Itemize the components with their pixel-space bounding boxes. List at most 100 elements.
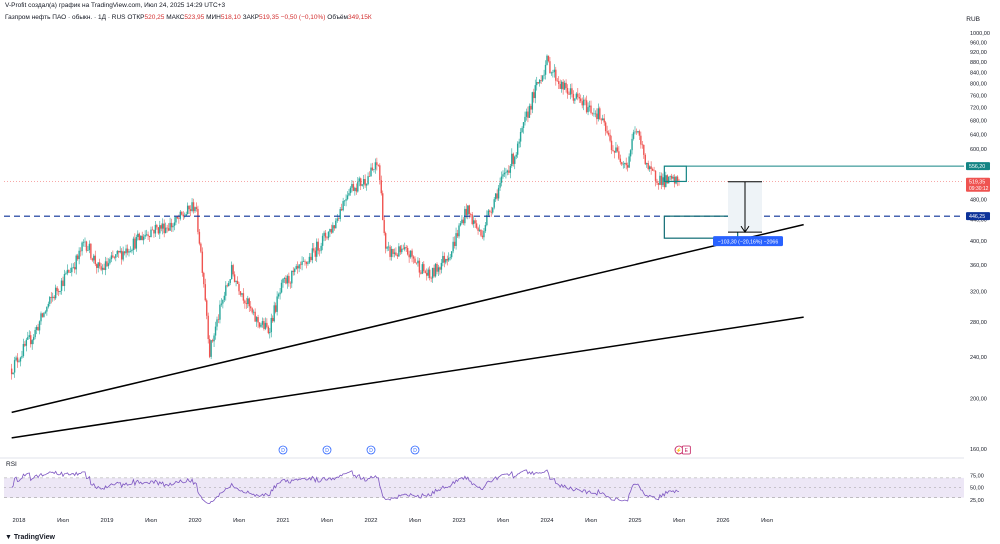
candle-body <box>475 223 478 228</box>
candle-body <box>474 220 476 224</box>
candle-body <box>30 335 32 345</box>
close-label: ЗАКР <box>242 14 259 21</box>
candle-body <box>581 101 583 106</box>
candle-body <box>21 356 23 358</box>
price-tick-label: 920,00 <box>970 50 987 56</box>
candle-body <box>292 270 294 272</box>
time-tick-label: Июл <box>409 518 421 524</box>
candle-body <box>552 72 554 73</box>
candle-body <box>582 99 585 106</box>
candle-body <box>318 250 321 252</box>
price-tick-label: 960,00 <box>970 40 987 46</box>
candle-body <box>88 243 91 251</box>
rsi-tick-label: 50,00 <box>970 486 984 492</box>
symbol-name[interactable]: Газпром нефть ПАО · обыкн. · 1Д · RUS <box>5 14 126 21</box>
candle-body <box>607 132 610 135</box>
candle-body <box>162 223 164 229</box>
time-tick-label: 2026 <box>717 518 730 524</box>
tradingview-logo-icon: ▼ <box>5 534 12 541</box>
candle-body <box>120 250 123 260</box>
candle-body <box>150 229 152 238</box>
candle-body <box>396 254 399 257</box>
candle-body <box>134 238 136 249</box>
candle-body <box>563 82 566 90</box>
candle-body <box>376 162 378 166</box>
candle-body <box>79 250 82 252</box>
candle-body <box>361 184 363 186</box>
price-tick-label: 840,00 <box>970 71 987 77</box>
event-marker-label: D <box>369 448 373 454</box>
candle-body <box>66 269 69 274</box>
candle-body <box>577 93 579 97</box>
candle-body <box>112 255 114 258</box>
candle-body <box>428 269 431 278</box>
candle-body <box>195 207 198 209</box>
candle-body <box>244 300 246 304</box>
price-tick-label: 720,00 <box>970 106 987 112</box>
candle-body <box>182 214 184 217</box>
candle-body <box>260 324 262 327</box>
candle-body <box>512 153 514 164</box>
candle-body <box>91 258 94 261</box>
candle-body <box>604 122 607 132</box>
candle-body <box>420 272 422 274</box>
candle-body <box>27 337 29 340</box>
candle-body <box>395 252 397 255</box>
zone-box-1 <box>663 165 687 183</box>
candle-body <box>19 357 22 362</box>
candle-body <box>584 99 586 101</box>
candle-body <box>142 236 145 241</box>
price-tick-label: 760,00 <box>970 93 987 99</box>
candle-body <box>317 241 319 251</box>
candle-body <box>355 187 358 192</box>
candle-body <box>85 241 88 251</box>
candle-body <box>135 236 138 249</box>
open-value: 520,25 <box>144 14 165 21</box>
candle-body <box>615 147 617 153</box>
candle-body <box>185 213 187 216</box>
candle-body <box>650 166 652 170</box>
candle-body <box>147 234 149 237</box>
candle-body <box>622 163 624 165</box>
candle-body <box>534 85 536 99</box>
candle-body <box>392 248 394 254</box>
candle-body <box>494 193 497 200</box>
candle-body <box>496 193 498 199</box>
candle-body <box>232 265 234 275</box>
event-marker-label: D <box>413 448 417 454</box>
candle-body <box>93 255 95 261</box>
candle-body <box>173 222 176 226</box>
candle-body <box>170 222 173 228</box>
candle-body <box>106 261 108 267</box>
candle-body <box>635 131 638 133</box>
candle-body <box>540 79 542 81</box>
candle-body <box>304 261 306 262</box>
candle-body <box>445 259 447 263</box>
candle-body <box>181 211 183 215</box>
candle-body <box>634 131 636 133</box>
candle-body <box>242 293 245 301</box>
measure-arrow-head <box>740 225 750 233</box>
candle-body <box>333 225 336 229</box>
candle-body <box>213 335 215 342</box>
candle-body <box>46 306 48 312</box>
candle-body <box>44 311 47 313</box>
candle-body <box>298 264 300 269</box>
candle-body <box>138 233 140 241</box>
candle-body <box>387 246 390 248</box>
currency-label[interactable]: RUB <box>966 16 980 23</box>
candle-body <box>63 274 66 286</box>
candle-body <box>506 170 509 173</box>
candle-body <box>367 176 369 185</box>
candle-body <box>131 250 133 252</box>
candle-body <box>294 269 296 272</box>
candle-body <box>254 311 256 322</box>
candle-body <box>550 72 553 74</box>
price-tick-label: 640,00 <box>970 132 987 138</box>
rsi-label: RSI <box>6 461 17 468</box>
candle-body <box>672 176 674 179</box>
candle-body <box>206 300 208 316</box>
candle-body <box>276 296 278 312</box>
candle-body <box>229 279 231 283</box>
